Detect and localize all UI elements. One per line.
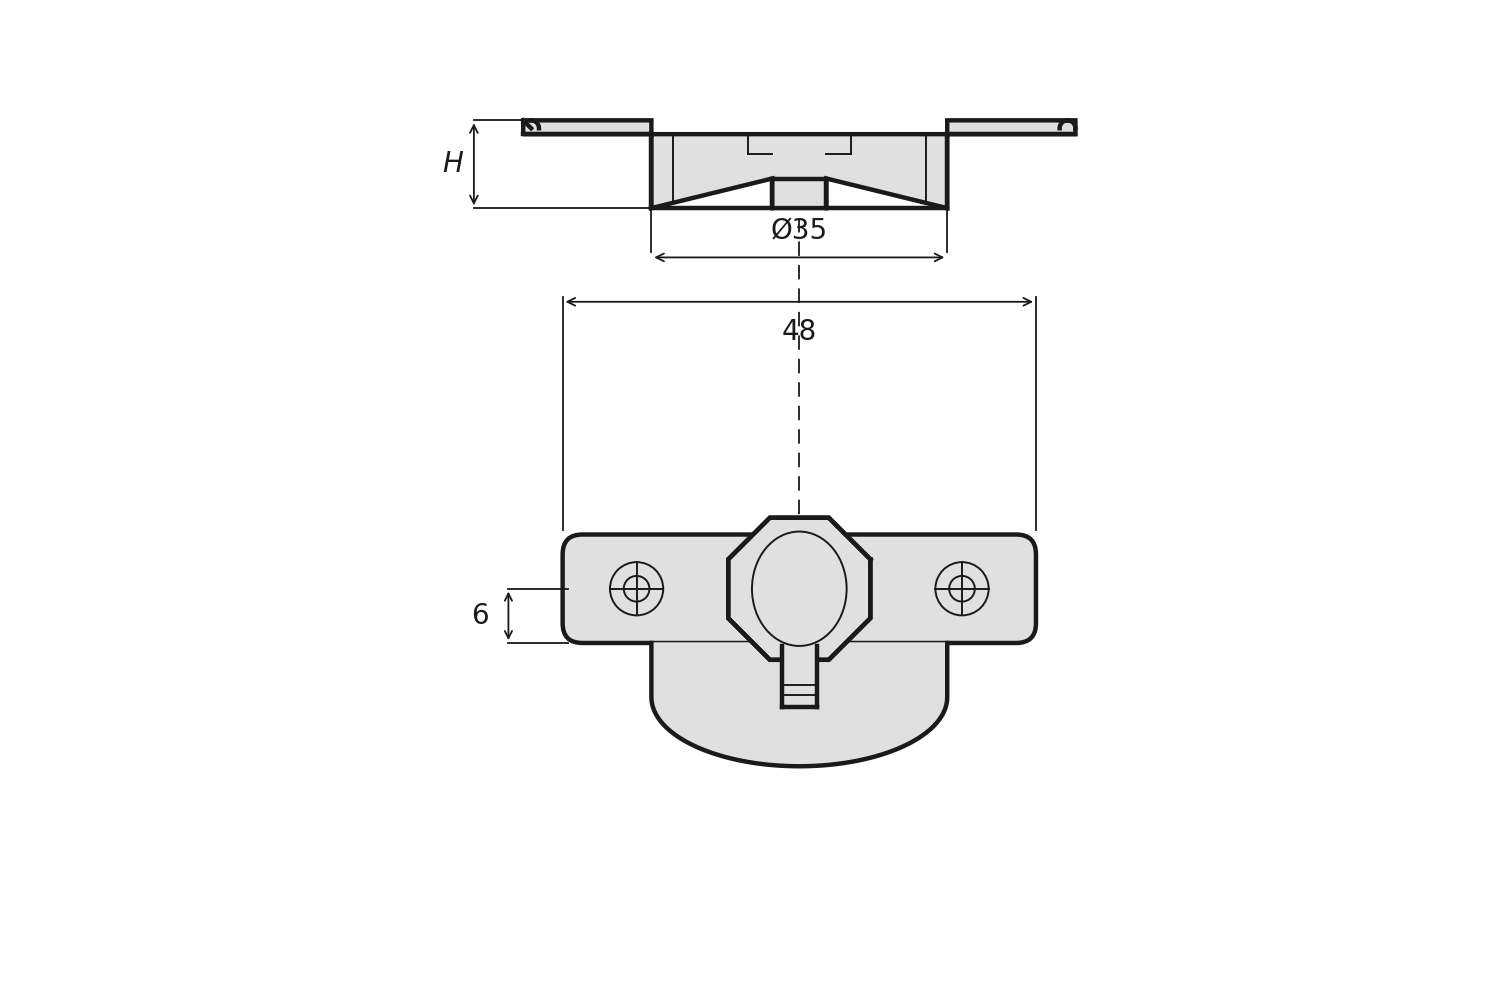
Text: Ø35: Ø35	[771, 218, 828, 246]
Polygon shape	[728, 518, 870, 660]
Text: 48: 48	[782, 318, 818, 346]
Circle shape	[610, 562, 663, 615]
Circle shape	[936, 562, 988, 615]
Polygon shape	[782, 646, 816, 707]
Text: 6: 6	[471, 602, 489, 630]
FancyBboxPatch shape	[562, 535, 1036, 643]
Polygon shape	[728, 518, 870, 660]
Polygon shape	[524, 120, 1076, 208]
Ellipse shape	[752, 532, 846, 646]
Text: H: H	[442, 150, 462, 178]
Polygon shape	[651, 643, 946, 766]
